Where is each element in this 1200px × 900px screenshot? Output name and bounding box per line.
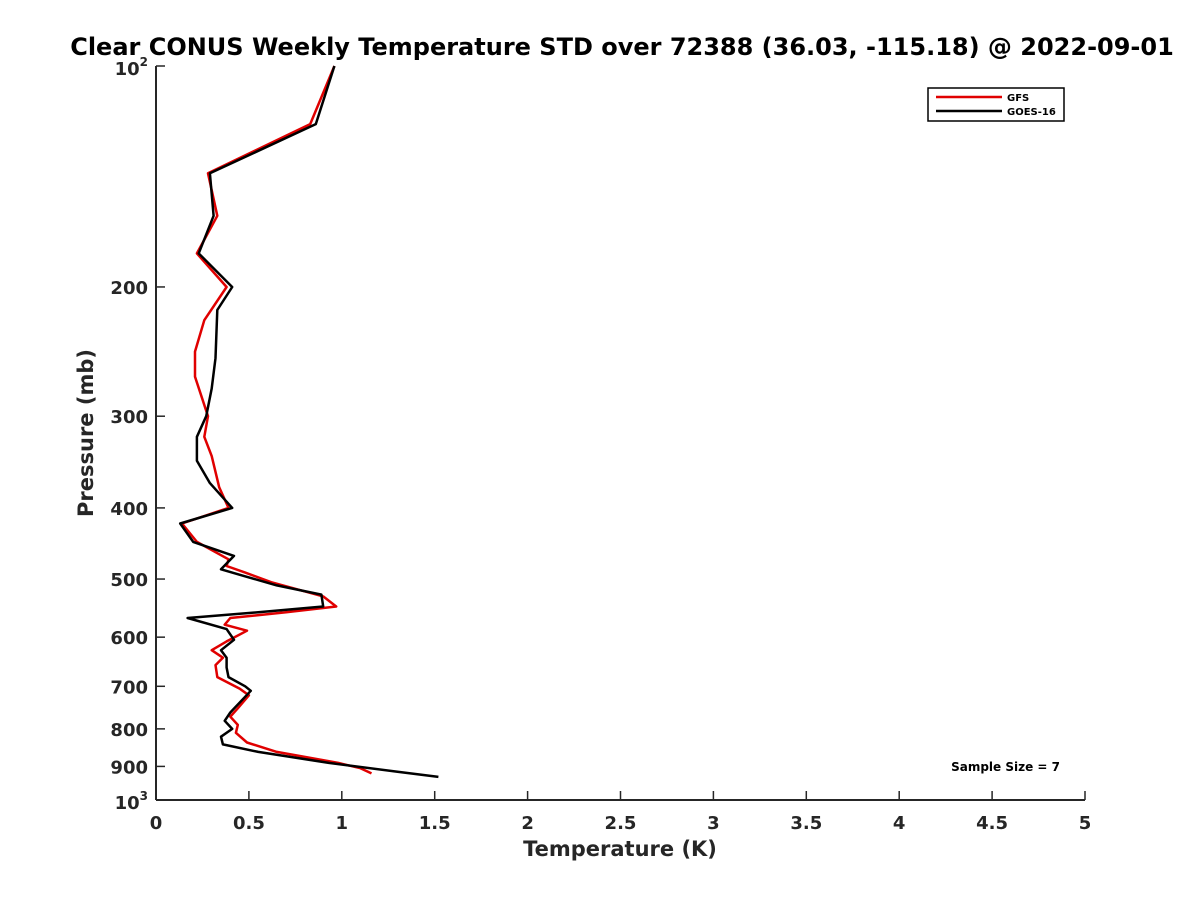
series-line-gfs bbox=[180, 65, 373, 775]
x-tick-label: 2 bbox=[521, 813, 534, 834]
y-tick-label: 900 bbox=[110, 757, 148, 778]
sample-size-annotation: Sample Size = 7 bbox=[951, 760, 1060, 774]
legend-label-goes-16: GOES-16 bbox=[1007, 107, 1056, 118]
x-tick-label: 2.5 bbox=[605, 813, 637, 834]
y-tick-label: 200 bbox=[110, 278, 148, 299]
legend: GFS GOES-16 bbox=[927, 87, 1065, 122]
x-tick-label: 4.5 bbox=[976, 813, 1008, 834]
y-tick-label: 700 bbox=[110, 677, 148, 698]
y-tick-label: 400 bbox=[110, 499, 148, 520]
series-line-goes-16 bbox=[178, 65, 439, 779]
x-tick-label: 3.5 bbox=[790, 813, 822, 834]
y-tick-label: 800 bbox=[110, 720, 148, 741]
y-tick-label: 600 bbox=[110, 628, 148, 649]
legend-box bbox=[927, 87, 1065, 122]
x-tick-label: 1 bbox=[336, 813, 349, 834]
x-tick-label: 4 bbox=[893, 813, 906, 834]
axes bbox=[155, 66, 1085, 801]
y-tick-label: 102 bbox=[115, 55, 148, 80]
x-tick-label: 5 bbox=[1079, 813, 1092, 834]
series-lines bbox=[178, 65, 439, 779]
x-tick-label: 1.5 bbox=[419, 813, 451, 834]
y-tick-label: 103 bbox=[115, 789, 148, 814]
y-tick-label: 300 bbox=[110, 407, 148, 428]
y-axis-label: Pressure (mb) bbox=[74, 349, 98, 517]
ticks: 0 0.5 1 1.5 2 2.5 3 3.5 4 4.5 5 200 300 400 500 600 700 8… bbox=[110, 55, 1091, 834]
legend-label-gfs: GFS bbox=[1007, 93, 1029, 104]
x-tick-label: 0.5 bbox=[233, 813, 265, 834]
x-tick-label: 0 bbox=[150, 813, 163, 834]
x-axis-label: Temperature (K) bbox=[523, 837, 717, 861]
x-tick-label: 3 bbox=[707, 813, 720, 834]
y-tick-label: 500 bbox=[110, 570, 148, 591]
chart-title: Clear CONUS Weekly Temperature STD over … bbox=[70, 33, 1174, 61]
